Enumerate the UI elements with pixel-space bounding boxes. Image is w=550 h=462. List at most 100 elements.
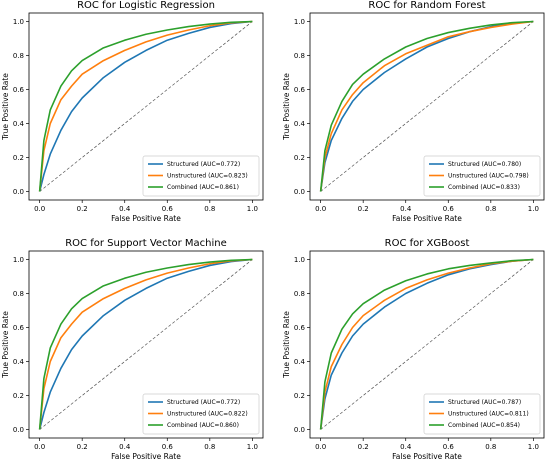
y-tick-label: 0.6: [294, 324, 306, 332]
y-axis-label: True Positive Rate: [282, 311, 291, 379]
x-tick-label: 0.2: [358, 443, 369, 451]
roc-panel-1: ROC for Logistic Regression 0.0 0.2 0.4 0.6 0…: [1, 0, 264, 223]
series-line-combined: [319, 20, 534, 192]
diagonal-reference-line: [320, 259, 534, 430]
x-tick-label: 0.0: [34, 443, 45, 451]
series-line-combined: [38, 20, 253, 192]
x-tick-label: 0.4: [119, 205, 131, 213]
y-tick-label: 0.6: [13, 324, 25, 332]
x-axis-label: False Positive Rate: [111, 452, 181, 461]
x-tick-label: 0.0: [315, 443, 326, 451]
x-tick-label: 1.0: [528, 443, 539, 451]
series-line-combined: [319, 258, 534, 430]
legend-box: [423, 155, 541, 197]
y-tick-label: 0.8: [13, 52, 24, 60]
legend: Structured (AUC=0.772) Unstructured (AUC=…: [142, 155, 260, 197]
x-tick-label: 0.6: [443, 443, 455, 451]
x-tick-label: 0.4: [400, 443, 412, 451]
legend-box: [142, 155, 260, 197]
x-tick-label: 0.6: [162, 205, 174, 213]
diagonal-reference-line: [39, 21, 253, 192]
y-tick-label: 0.0: [13, 188, 24, 196]
y-tick-label: 0.4: [294, 120, 306, 128]
x-tick-label: 0.8: [204, 443, 215, 451]
series-line-combined: [38, 258, 253, 430]
series-line-structured: [38, 258, 253, 430]
legend-entry: Unstructured (AUC=0.798): [448, 173, 529, 180]
legend-entry: Unstructured (AUC=0.811): [448, 411, 529, 418]
plot-frame: [28, 250, 264, 439]
y-tick-label: 0.0: [294, 426, 305, 434]
y-tick-label: 0.0: [294, 188, 305, 196]
y-axis-label: True Positive Rate: [1, 311, 10, 379]
y-axis-label: True Positive Rate: [1, 73, 10, 141]
y-tick-label: 0.6: [294, 86, 306, 94]
x-tick-label: 0.2: [77, 443, 88, 451]
diagonal-reference-line: [320, 21, 534, 192]
diagonal-reference-line: [39, 259, 253, 430]
y-tick-label: 0.8: [294, 290, 305, 298]
y-tick-label: 1.0: [13, 256, 24, 264]
legend-entry: Unstructured (AUC=0.822): [167, 411, 248, 418]
plot-frame: [28, 12, 264, 201]
x-tick-label: 0.8: [485, 443, 496, 451]
x-tick-label: 0.8: [204, 205, 215, 213]
x-tick-label: 0.0: [34, 205, 45, 213]
legend-entry: Combined (AUC=0.854): [448, 422, 520, 429]
y-tick-label: 0.4: [294, 358, 306, 366]
y-tick-label: 0.2: [13, 392, 24, 400]
x-axis-label: False Positive Rate: [111, 214, 181, 223]
y-tick-label: 1.0: [294, 18, 305, 26]
series-line-unstructured: [319, 20, 534, 192]
legend-entry: Combined (AUC=0.861): [167, 184, 239, 191]
x-axis-label: False Positive Rate: [392, 214, 462, 223]
x-tick-label: 0.6: [443, 205, 455, 213]
legend-entry: Structured (AUC=0.787): [448, 399, 521, 406]
chart-title: ROC for Support Vector Machine: [65, 238, 227, 249]
y-tick-label: 0.2: [294, 392, 305, 400]
series-line-unstructured: [38, 258, 253, 430]
series-line-unstructured: [319, 258, 534, 430]
chart-title: ROC for Logistic Regression: [77, 0, 215, 11]
legend: Structured (AUC=0.780) Unstructured (AUC=…: [423, 155, 541, 197]
roc-panel-4: ROC for XGBoost 0.0 0.2 0.4 0.6 0.8 1.0 0.0 0.2 0…: [282, 238, 545, 461]
series-line-structured: [38, 20, 253, 192]
y-tick-label: 1.0: [294, 256, 305, 264]
x-tick-label: 0.2: [77, 205, 88, 213]
x-tick-label: 0.6: [162, 443, 174, 451]
legend-entry: Combined (AUC=0.860): [167, 422, 239, 429]
y-tick-label: 0.2: [294, 154, 305, 162]
chart-title: ROC for Random Forest: [368, 0, 485, 11]
legend-entry: Structured (AUC=0.772): [167, 399, 240, 406]
y-tick-label: 0.4: [13, 120, 25, 128]
y-tick-label: 0.2: [13, 154, 24, 162]
x-tick-label: 0.4: [119, 443, 131, 451]
y-tick-label: 0.6: [13, 86, 25, 94]
y-tick-label: 0.8: [13, 290, 24, 298]
legend-entry: Structured (AUC=0.780): [448, 161, 521, 168]
y-tick-label: 0.8: [294, 52, 305, 60]
legend: Structured (AUC=0.787) Unstructured (AUC=…: [423, 393, 541, 435]
roc-panel-2: ROC for Random Forest 0.0 0.2 0.4 0.6 0.8 1.0 0…: [282, 0, 545, 223]
y-tick-label: 0.4: [13, 358, 25, 366]
legend-entry: Unstructured (AUC=0.823): [167, 173, 248, 180]
legend-entry: Combined (AUC=0.833): [448, 184, 520, 191]
x-axis-label: False Positive Rate: [392, 452, 462, 461]
plot-frame: [309, 250, 545, 439]
x-tick-label: 0.2: [358, 205, 369, 213]
legend: Structured (AUC=0.772) Unstructured (AUC=…: [142, 393, 260, 435]
x-tick-label: 1.0: [247, 205, 258, 213]
x-tick-label: 0.8: [485, 205, 496, 213]
series-line-unstructured: [38, 20, 253, 192]
legend-box: [142, 393, 260, 435]
legend-entry: Structured (AUC=0.772): [167, 161, 240, 168]
chart-title: ROC for XGBoost: [385, 238, 470, 249]
roc-panel-3: ROC for Support Vector Machine 0.0 0.2 0.4 0…: [1, 238, 264, 461]
y-tick-label: 1.0: [13, 18, 24, 26]
y-tick-label: 0.0: [13, 426, 24, 434]
x-tick-label: 1.0: [247, 443, 258, 451]
legend-box: [423, 393, 541, 435]
plot-frame: [309, 12, 545, 201]
x-tick-label: 0.0: [315, 205, 326, 213]
